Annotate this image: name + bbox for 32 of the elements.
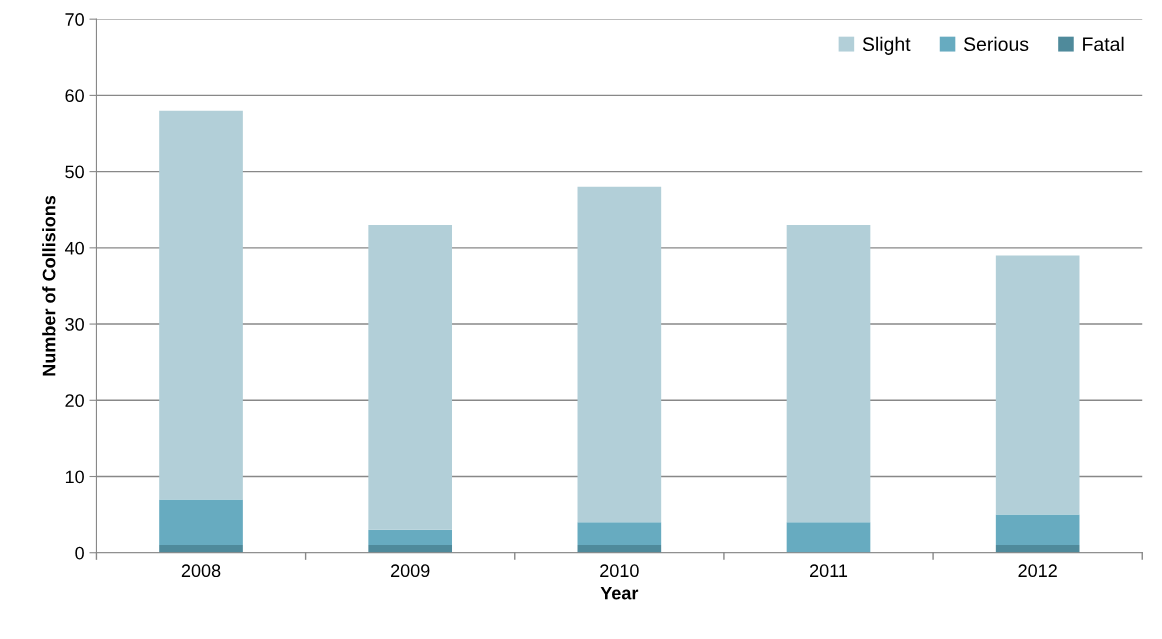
bar: [995, 514, 1080, 546]
legend-label: Slight: [862, 36, 911, 55]
x-tick-label: 2009: [391, 564, 430, 578]
x-tick-label: 2008: [181, 564, 221, 578]
bar: [577, 545, 662, 553]
bar: [368, 224, 453, 530]
bar: [159, 110, 243, 500]
y-tick-label: 0: [75, 546, 84, 560]
bar: [786, 522, 871, 553]
bar: [577, 522, 662, 546]
x-tick-label: 2011: [810, 564, 848, 578]
legend-label: Serious: [963, 36, 1029, 52]
bar: [995, 255, 1080, 515]
y-tick-label: 50: [65, 165, 84, 179]
y-tick-label: 60: [65, 89, 84, 103]
y-tick-label: 10: [65, 470, 84, 484]
y-tick-label: 70: [65, 13, 84, 26]
bar: [159, 499, 243, 546]
y-axis-title: Number of Collisions: [42, 195, 56, 376]
y-tick-label: 30: [65, 318, 84, 331]
bar: [159, 545, 243, 553]
y-tick-label: 20: [65, 394, 84, 408]
legend-label: Fatal: [1083, 36, 1124, 52]
x-tick-label: 2010: [600, 564, 639, 578]
bar: [786, 224, 871, 523]
bar: [368, 545, 453, 553]
y-tick-label: 40: [64, 241, 84, 255]
x-axis-title: Year: [600, 586, 639, 600]
bar: [368, 529, 453, 546]
bar: [577, 186, 662, 523]
x-tick-label: 2012: [1018, 564, 1057, 578]
bar: [995, 545, 1080, 553]
